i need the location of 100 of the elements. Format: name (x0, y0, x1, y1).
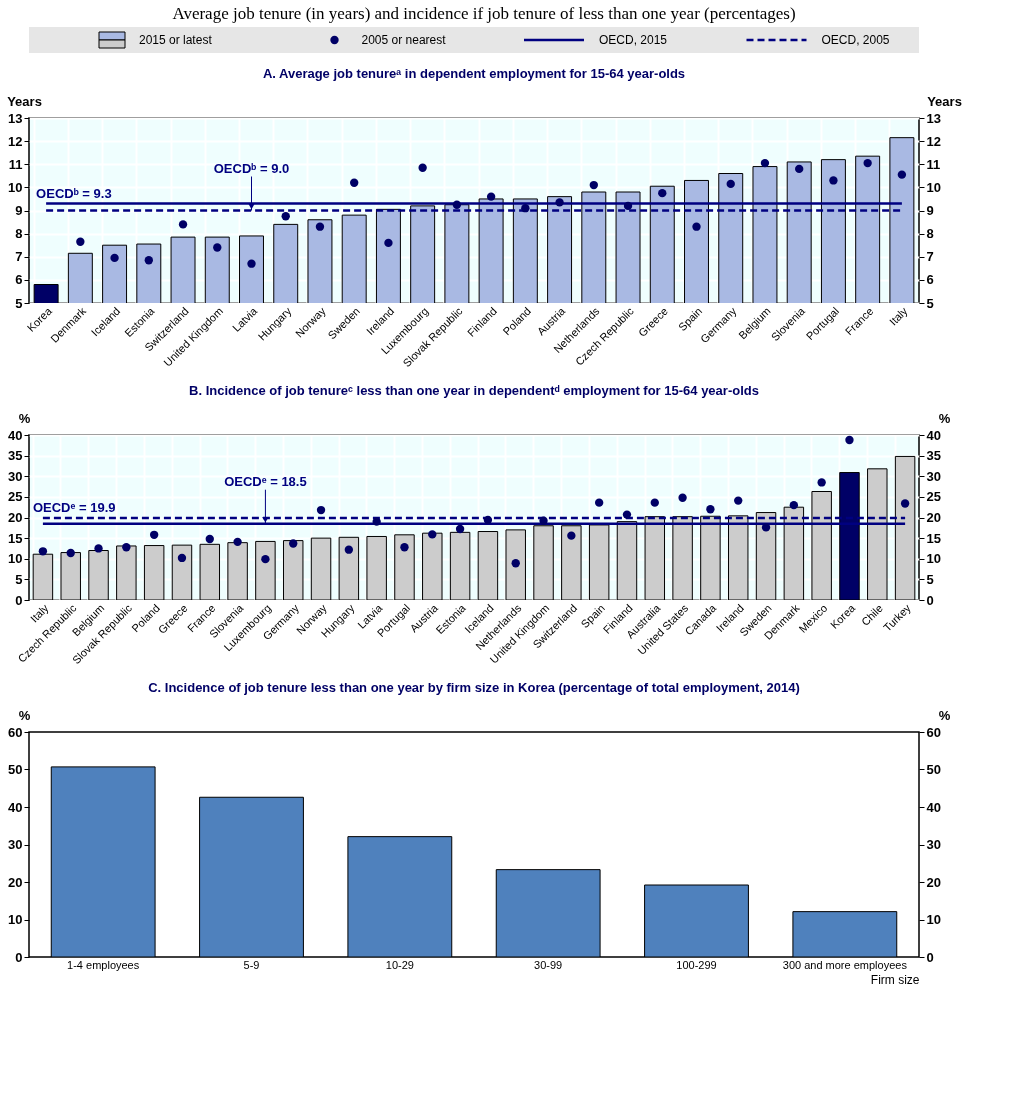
point (94, 544, 103, 553)
point (622, 510, 632, 519)
point (213, 243, 222, 252)
point (149, 530, 159, 539)
point (38, 547, 48, 556)
annotation: OECDᵉ = 18.5 (224, 473, 307, 489)
point (178, 220, 188, 229)
y-tick-label: 20 (8, 874, 23, 890)
y2-tick-label: 30 (926, 837, 941, 852)
y-tick-label: 40 (8, 427, 23, 443)
legend-label: OECD, 2015 (599, 33, 668, 47)
point (205, 534, 214, 544)
legend-label: 2005 or nearest (361, 33, 447, 47)
point (418, 163, 427, 172)
y-tick-label: 15 (8, 530, 23, 546)
point (567, 531, 576, 540)
point (315, 222, 325, 231)
y-tick-label: 35 (8, 448, 23, 464)
point (692, 222, 701, 231)
y-tick-label: 6 (15, 272, 23, 288)
y-tick-label: 50 (8, 762, 23, 777)
y-tick-label: 0 (15, 592, 23, 608)
point (658, 188, 667, 198)
point (789, 500, 799, 510)
y2-tick-label: 13 (926, 110, 941, 126)
y2-tick-label: 15 (926, 530, 941, 546)
point (452, 200, 462, 209)
y2-tick-label: 11 (926, 156, 941, 172)
annotation: OECDᵉ = 19.9 (32, 499, 116, 515)
y2-tick-label: 5 (926, 295, 934, 311)
y-tick-label: 10 (8, 179, 23, 195)
y2-tick-label: 10 (926, 179, 941, 195)
point (455, 524, 465, 534)
y2-tick-label: 10 (926, 551, 941, 567)
legend-label: OECD, 2005 (821, 33, 890, 47)
y-tick-label: 7 (15, 249, 23, 265)
point (845, 435, 854, 445)
point (316, 505, 326, 515)
point (122, 543, 131, 552)
x-tick-label: 300 and more employees (782, 958, 908, 971)
point (829, 176, 838, 185)
point (761, 523, 771, 532)
x-tick-label: 100-299 (676, 958, 717, 971)
point (539, 516, 548, 525)
y2-tick-label: 20 (926, 510, 941, 525)
chart-title: C. Incidence of job tenure less than one year by firm size in Korea (percentage of total employment, 2014) (148, 680, 800, 695)
y2-tick-label: 40 (926, 427, 941, 443)
y-tick-label: 8 (15, 226, 23, 242)
x-axis-title: Firm size (870, 972, 920, 987)
y-tick-label: 9 (15, 203, 23, 218)
point (177, 553, 187, 563)
y-tick-label: 60 (8, 724, 23, 740)
y-tick-label: 12 (8, 133, 23, 149)
chart-title: B. Incidence of job tenureᶜ less than one year in dependentᵈ employment for 15-64 year-olds (189, 383, 759, 398)
y2-tick-label: 40 (926, 799, 941, 815)
point (726, 179, 735, 189)
point (261, 554, 270, 564)
annotation: OECDᵇ = 9.0 (213, 160, 290, 176)
point (589, 180, 598, 190)
point (511, 559, 520, 568)
point (623, 201, 633, 211)
x-tick-label: 1-4 employees (67, 958, 140, 971)
point (521, 204, 530, 213)
y2-tick-label: 10 (926, 912, 941, 927)
point (594, 498, 604, 507)
y2-axis-title: % (938, 410, 951, 426)
y2-tick-label: 60 (926, 724, 941, 740)
point (734, 496, 743, 505)
point (110, 253, 119, 263)
point (706, 505, 715, 514)
point (897, 170, 907, 179)
x-tick-label: 5-9 (243, 958, 260, 971)
point (144, 256, 153, 265)
point (900, 499, 910, 508)
y-tick-label: 25 (8, 489, 23, 505)
point (555, 198, 564, 207)
point (247, 259, 256, 268)
chart-title: Average job tenure (in years) and incidence if job tenure of less than one year (percentages) (172, 4, 796, 23)
y-tick-label: 5 (15, 571, 23, 587)
y2-tick-label: 6 (926, 272, 934, 288)
y-axis-title: Years (7, 93, 42, 109)
y2-tick-label: 0 (926, 592, 934, 608)
y2-axis-title: % (938, 707, 951, 723)
point (678, 493, 687, 502)
point (863, 158, 872, 168)
point (289, 539, 298, 548)
point (486, 192, 496, 201)
point (350, 178, 359, 187)
y2-tick-label: 35 (926, 448, 941, 464)
point (66, 548, 75, 558)
point (281, 212, 290, 221)
chart-subtitle: A. Average job tenureᵃ in dependent employment for 15-64 year-olds (262, 66, 686, 81)
y2-tick-label: 5 (926, 571, 934, 587)
y-axis-title: % (18, 410, 31, 426)
y2-tick-label: 8 (926, 226, 934, 242)
y-axis-title: % (18, 707, 31, 723)
y-tick-label: 11 (8, 156, 23, 172)
y2-tick-label: 0 (926, 949, 934, 965)
y2-tick-label: 7 (926, 249, 934, 265)
point (384, 238, 393, 248)
